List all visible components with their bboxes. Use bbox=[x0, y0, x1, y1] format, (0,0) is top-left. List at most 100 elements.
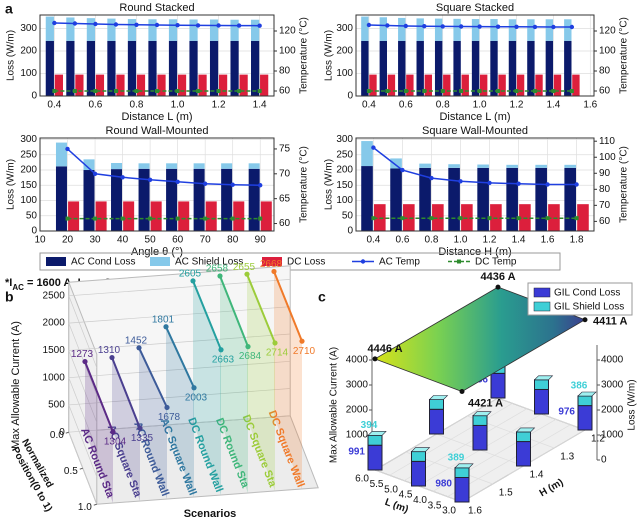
x-tick-label: 3.0 bbox=[442, 506, 456, 517]
cond-bar bbox=[367, 444, 383, 471]
temp-marker bbox=[258, 216, 263, 221]
ac-shield-bar bbox=[361, 16, 369, 41]
legend-label: AC Cond Loss bbox=[71, 257, 135, 268]
y-tick-label: 150 bbox=[20, 180, 37, 191]
x-tick-label: 0.6 bbox=[88, 100, 102, 111]
y-tick-label: 300 bbox=[20, 23, 37, 34]
dc-loss-bar bbox=[260, 74, 269, 96]
y2-tick-label: 60 bbox=[599, 216, 611, 227]
ac-shield-bar bbox=[398, 17, 406, 41]
bar-top bbox=[515, 427, 536, 433]
y-tick-label: 500 bbox=[48, 400, 65, 411]
temp-marker bbox=[458, 24, 464, 29]
temp-marker bbox=[514, 24, 519, 29]
dc-loss-bar bbox=[260, 201, 272, 231]
start-label: 2605 bbox=[179, 269, 202, 280]
x-tick-label: 1.6 bbox=[541, 235, 555, 246]
y-tick-label: 1000 bbox=[43, 372, 66, 383]
y2-tick-label: 120 bbox=[279, 26, 296, 37]
x-tick-label: 50 bbox=[145, 235, 157, 246]
x-tick-label: 5.0 bbox=[384, 484, 398, 495]
start-label: 2658 bbox=[206, 264, 229, 275]
x-tick-label: 1.8 bbox=[570, 235, 584, 246]
y2-axis-label: Loss (W/m) bbox=[627, 379, 638, 430]
shield-bar bbox=[367, 434, 383, 446]
cond-bar bbox=[411, 460, 426, 487]
temp-marker bbox=[93, 89, 98, 93]
grid-line bbox=[68, 306, 291, 396]
temp-marker bbox=[574, 182, 579, 187]
temp-marker bbox=[487, 180, 492, 186]
temp-marker bbox=[458, 179, 463, 184]
temp-marker bbox=[545, 216, 550, 221]
x-tick bbox=[65, 431, 69, 434]
legend-swatch bbox=[262, 257, 282, 266]
shield-bar bbox=[411, 451, 426, 462]
z-tick-label: 1.3 bbox=[560, 452, 574, 463]
y2-tick-label: 100 bbox=[279, 46, 296, 57]
temp-line bbox=[372, 147, 577, 186]
temp-marker bbox=[403, 89, 408, 93]
current-line bbox=[192, 280, 222, 351]
ac-cond-bar bbox=[490, 40, 498, 96]
ac-cond-bar bbox=[193, 168, 205, 231]
bar-top bbox=[472, 411, 492, 417]
start-label: 1801 bbox=[152, 314, 175, 325]
temp-marker bbox=[175, 179, 180, 184]
temp-marker bbox=[175, 216, 180, 221]
dc-loss-bar bbox=[553, 74, 562, 96]
legend-label: GIL Shield Loss bbox=[554, 302, 624, 313]
y2-tick-label: 60 bbox=[279, 86, 291, 97]
ac-cond-bar bbox=[166, 168, 178, 231]
ac-shield-bar bbox=[251, 19, 260, 41]
y-tick-label: 2500 bbox=[43, 290, 66, 301]
cond-bar bbox=[454, 477, 470, 503]
temp-marker bbox=[202, 181, 208, 186]
y2-tick-label: 100 bbox=[599, 152, 616, 163]
ac-shield-bar bbox=[379, 17, 387, 41]
current-point bbox=[299, 338, 305, 344]
x-tick-label: 0.8 bbox=[130, 100, 144, 111]
y-tick-label: 100 bbox=[20, 68, 37, 79]
dc-loss-bar bbox=[198, 74, 207, 96]
y-tick-label: 0 bbox=[31, 91, 37, 102]
dc-loss-bar bbox=[387, 74, 396, 96]
plot-frame bbox=[355, 137, 595, 232]
end-label: 1335 bbox=[131, 433, 154, 444]
y-tick-label: 1500 bbox=[43, 345, 66, 356]
temp-marker bbox=[487, 216, 492, 221]
dc-loss-bar bbox=[75, 74, 84, 96]
y-tick-label: 200 bbox=[336, 165, 353, 176]
temp-marker bbox=[175, 23, 180, 28]
x-axis-label: Distance L (m) bbox=[121, 111, 192, 123]
y-tick-label: 200 bbox=[20, 165, 37, 176]
ac-shield-bar bbox=[127, 19, 137, 41]
temp-marker bbox=[92, 171, 98, 177]
ac-cond-bar bbox=[448, 167, 460, 231]
ac-cond-bar bbox=[83, 170, 95, 231]
note-part: = 1600 A, I bbox=[24, 277, 81, 289]
ac-shield-bar bbox=[55, 142, 67, 167]
ac-cond-bar bbox=[148, 40, 157, 96]
ac-cond-bar bbox=[230, 40, 239, 96]
y-axis-label: Loss (W/m) bbox=[324, 159, 335, 210]
dc-loss-bar bbox=[432, 204, 444, 231]
ac-cond-bar bbox=[434, 40, 443, 96]
temp-marker bbox=[371, 216, 376, 221]
ac-cond-bar bbox=[527, 40, 535, 96]
ac-cond-bar bbox=[107, 40, 116, 96]
current-point bbox=[218, 347, 224, 353]
temp-marker bbox=[366, 89, 371, 93]
ac-cond-bar bbox=[398, 40, 406, 96]
subplot-title: Square Stacked bbox=[436, 2, 514, 14]
cond-bar bbox=[472, 424, 488, 451]
dc-loss-bar bbox=[68, 201, 80, 231]
dc-loss-bar bbox=[178, 201, 190, 231]
ac-shield-bar bbox=[434, 18, 443, 41]
dc-loss-bar bbox=[150, 201, 162, 231]
shield-bar bbox=[429, 399, 444, 410]
dc-loss-bar bbox=[424, 74, 433, 96]
scenario-plane bbox=[112, 357, 140, 501]
surface-label: 4421 A bbox=[468, 397, 503, 409]
dc-loss-bar bbox=[116, 74, 125, 96]
